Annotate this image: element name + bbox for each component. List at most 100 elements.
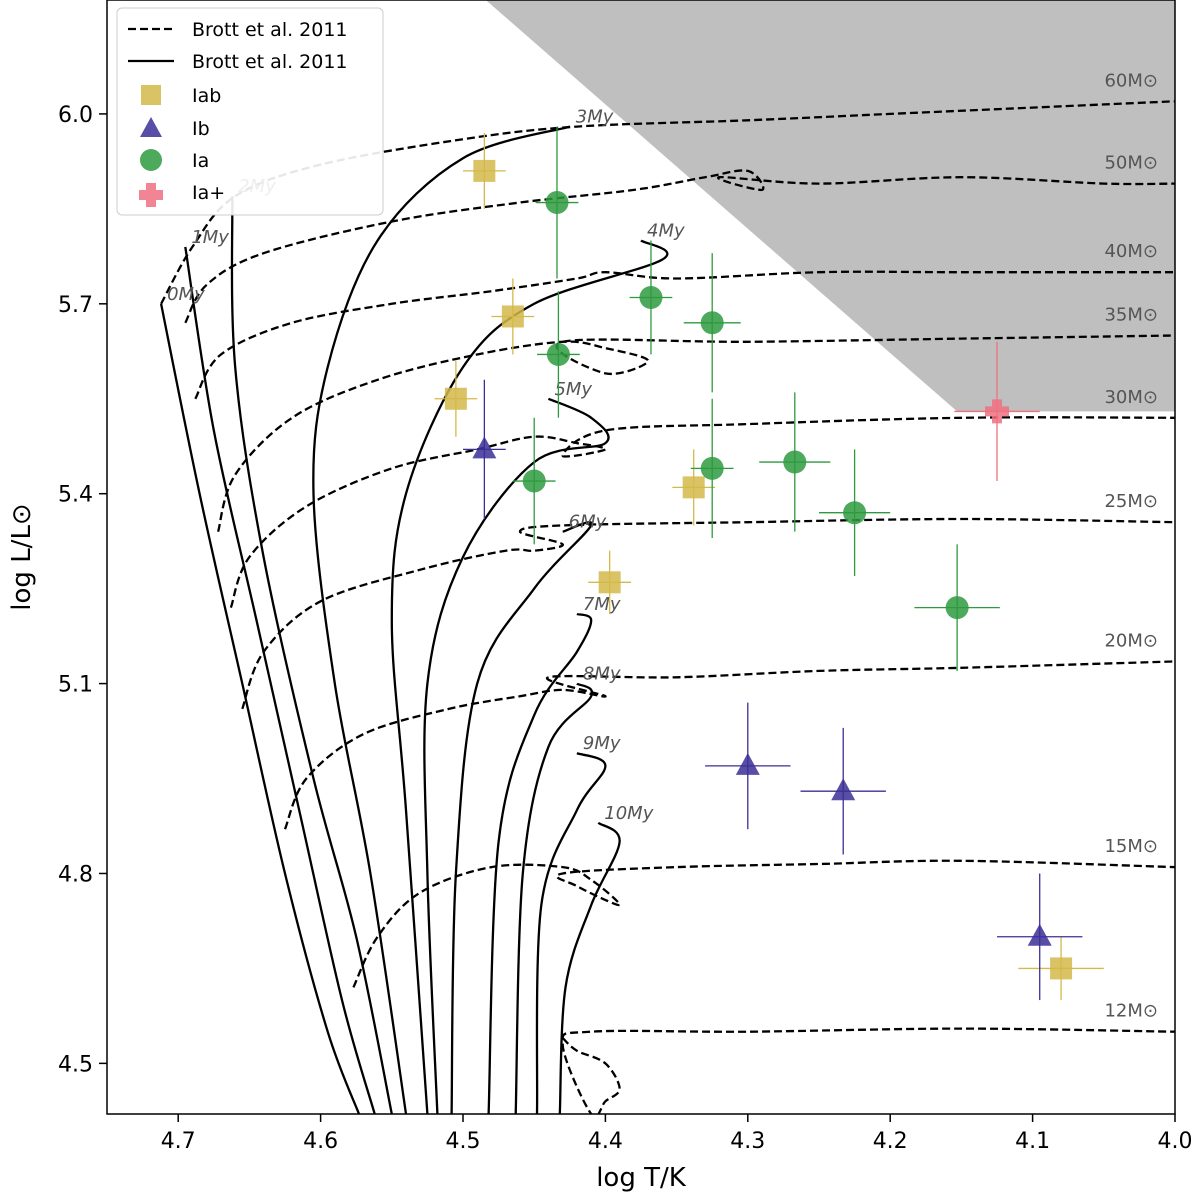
isochrone-label: 0My [167,284,205,305]
marker-circle [783,450,807,474]
y-axis-ticks: 4.5 4.8 5.1 5.4 5.7 6.0 [58,103,107,1077]
isochrone-label: 3My [576,107,614,128]
isochrone-label: 8My [583,664,621,685]
point-ib-2 [800,727,886,855]
x-axis-ticks: 4.7 4.6 4.5 4.4 4.3 4.2 4.1 4.0 [161,1114,1193,1154]
mass-track-label: 20M⊙ [1104,630,1158,651]
isochrone-3 [312,125,571,1114]
legend-circle-icon [140,149,162,171]
isochrone-6 [450,521,593,1114]
marker-triangle [472,436,497,459]
marker-square [1050,957,1073,980]
marker-triangle [735,752,760,775]
mass-track-6 [283,660,1175,830]
mass-track-label: 12M⊙ [1104,1001,1158,1022]
data-points [434,126,1104,1001]
marker-circle [522,469,546,493]
isochrone-8 [514,682,594,1114]
marker-circle [843,501,867,525]
isochrone-label: 5My [554,379,592,400]
isochrone-4 [390,239,669,1114]
legend-plus-icon [139,183,163,207]
point-ia-3 [537,291,580,418]
point-ia-7 [819,449,891,576]
forbidden-region [485,0,1175,412]
point-ib-3 [997,873,1083,1001]
point-ia-0 [535,126,579,279]
mass-track-label: 35M⊙ [1104,304,1158,325]
mass-track-3 [216,334,1175,533]
marker-triangle [1027,923,1052,946]
x-tick-label: 4.7 [161,1129,196,1154]
x-tick-label: 4.4 [588,1129,623,1154]
y-tick-label: 6.0 [58,103,93,128]
mass-track-label: 25M⊙ [1104,491,1158,512]
isochrone-7 [487,612,593,1114]
mass-track-label: 50M⊙ [1104,153,1158,174]
mass-track-label: 60M⊙ [1104,70,1158,91]
point-iab-1 [491,278,535,355]
isochrone-label: 4My [647,221,685,242]
legend-label-ia-plus: Ia+ [192,182,225,204]
marker-square [682,476,705,499]
legend: Brott et al. 2011 Brott et al. 2011 Iab … [116,7,384,216]
isochrone-9 [535,752,607,1114]
mass-track-1 [184,169,1175,324]
point-iab-0 [463,132,506,209]
point-ia-6 [759,392,831,532]
y-tick-label: 4.5 [58,1052,93,1077]
isochrone-label: 9My [583,733,621,754]
point-ia-8 [914,544,1000,671]
marker-square [598,571,621,594]
marker-square [473,159,496,182]
x-tick-label: 4.2 [873,1129,908,1154]
legend-triangle-icon [140,117,162,137]
y-tick-label: 4.8 [58,862,93,887]
isochrone-label: 10My [604,803,653,824]
isochrone-label: 1My [191,227,229,248]
isochrone-label: 7My [583,594,621,615]
mass-track-4 [229,416,1175,608]
y-axis-label: log L/L⊙ [7,503,37,610]
marker-circle [945,596,969,620]
marker-circle [639,285,663,309]
point-ia-1 [629,240,673,355]
x-tick-label: 4.6 [303,1129,338,1154]
point-iab-3 [672,449,716,526]
legend-label-iab: Iab [192,85,221,107]
point-ia-plus-0 [954,341,1040,482]
marker-circle [546,342,570,366]
x-axis-label: log T/K [596,1163,687,1193]
point-ia-2 [683,253,741,393]
plot-frame [106,0,1176,1115]
mass-labels: 60M⊙ 50M⊙ 40M⊙ 35M⊙ 30M⊙ 25M⊙ 20M⊙ 15M⊙ 12M⊙ [1104,70,1158,1021]
isochrone-label: 6My [569,512,607,533]
y-tick-label: 5.4 [58,483,93,508]
isochrones [159,125,669,1114]
mass-track-7 [352,859,1175,988]
isochrone-0 [159,303,361,1114]
point-ia-4 [512,417,556,545]
mass-track-5 [241,517,1175,710]
y-tick-label: 5.7 [58,293,93,318]
isochrone-10 [558,821,621,1114]
isochrone-2 [230,196,393,1114]
y-tick-label: 5.1 [58,673,93,698]
isochrone-5 [423,397,610,1114]
x-tick-label: 4.3 [730,1129,765,1154]
x-tick-label: 4.1 [1015,1129,1050,1154]
mass-track-label: 40M⊙ [1104,241,1158,262]
legend-label-dashed: Brott et al. 2011 [192,19,348,41]
legend-label-ia: Ia [192,150,209,172]
marker-square [501,305,524,328]
x-tick-label: 4.0 [1158,1129,1193,1154]
point-ia-5 [690,398,734,539]
marker-circle [700,456,724,480]
mass-track-8 [561,1027,1175,1114]
mass-track-label: 30M⊙ [1104,387,1158,408]
marker-circle [700,311,724,335]
legend-box [116,7,384,216]
legend-square-icon [141,85,161,105]
point-iab-4 [588,550,632,614]
